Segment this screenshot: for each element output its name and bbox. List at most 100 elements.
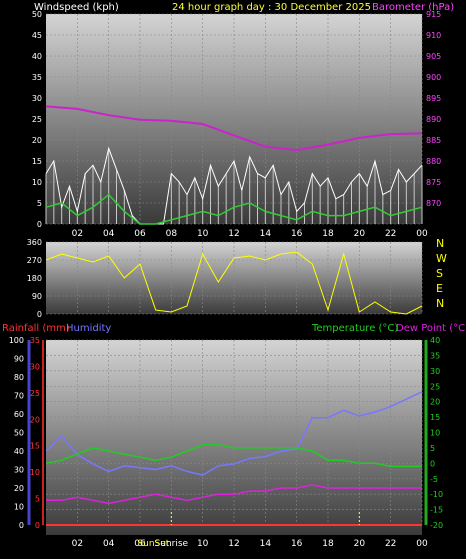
- temperature-line: [45, 444, 422, 468]
- temp-y-tick: -20: [430, 521, 443, 530]
- humidity-y-tick: 50: [14, 429, 24, 438]
- baro-y-tick: 880: [426, 157, 441, 166]
- sunset-label: SunSet: [137, 539, 169, 549]
- wind-y-tick: 15: [32, 157, 42, 166]
- temp-x-tick: 12: [228, 539, 239, 549]
- barometer-axis-title: Barometer (hPa): [372, 2, 454, 13]
- wind-x-tick: 08: [166, 229, 178, 239]
- direction-y-tick: 0: [37, 310, 42, 319]
- windspeed-line: [45, 146, 423, 225]
- humidity-y-tick: 30: [14, 466, 24, 475]
- temp-y-tick: 25: [430, 382, 440, 391]
- direction-y-tick: 270: [27, 256, 42, 265]
- baro-y-tick: 915: [426, 10, 441, 19]
- wind-y-tick: 10: [32, 178, 42, 187]
- baro-y-tick: 870: [426, 199, 441, 208]
- humidity-y-tick: 60: [14, 410, 24, 419]
- wind-x-tick: 04: [103, 229, 115, 239]
- humidity-y-tick: 80: [14, 373, 24, 382]
- humidity-y-tick: 40: [14, 447, 24, 456]
- wind-y-tick: 20: [32, 136, 42, 145]
- compass-letter: W: [436, 252, 447, 265]
- rain-y-tick: 20: [30, 415, 40, 424]
- humidity-y-tick: 90: [14, 355, 24, 364]
- barometer-line: [45, 105, 423, 152]
- axes-layer: 0510152025303540455087087588088589089590…: [9, 10, 443, 549]
- humidity-y-tick: 100: [9, 336, 24, 345]
- temp-y-tick: -15: [430, 506, 443, 515]
- humidity-axis-title: Humidity: [66, 323, 111, 334]
- baro-y-tick: 890: [426, 115, 441, 124]
- temp-x-tick: 00: [416, 539, 428, 549]
- wind-y-tick: 45: [32, 31, 42, 40]
- baro-y-tick: 895: [426, 94, 441, 103]
- baro-y-tick: 875: [426, 178, 441, 187]
- temp-y-tick: 10: [430, 429, 440, 438]
- humidity-y-tick: 10: [14, 503, 24, 512]
- temp-x-tick: 04: [103, 539, 115, 549]
- temp-y-tick: 5: [430, 444, 435, 453]
- rain-y-tick: 30: [30, 362, 40, 371]
- temperature-axis-title: Temperature (°C): [311, 323, 398, 334]
- compass-letter: N: [436, 237, 444, 250]
- wind-x-tick: 22: [385, 229, 396, 239]
- direction-y-tick: 180: [27, 274, 42, 283]
- baro-y-tick: 910: [426, 31, 441, 40]
- baro-y-tick: 885: [426, 136, 441, 145]
- temp-y-tick: 0: [430, 459, 435, 468]
- wind-y-tick: 40: [32, 52, 42, 61]
- graph-title: 24 hour graph day : 30 December 2025: [172, 2, 371, 13]
- wind-x-tick: 16: [291, 229, 303, 239]
- direction-y-tick: 90: [32, 292, 42, 301]
- temp-x-tick: 20: [354, 539, 366, 549]
- wind-y-tick: 0: [37, 220, 42, 229]
- humidity-y-tick: 20: [14, 484, 24, 493]
- wind-y-tick: 30: [32, 94, 42, 103]
- temp-y-tick: 35: [430, 351, 440, 360]
- temp-x-tick: 18: [322, 539, 334, 549]
- temp-x-tick: 14: [260, 539, 272, 549]
- temp-y-tick: -5: [430, 475, 438, 484]
- baro-y-tick: 905: [426, 52, 441, 61]
- temp-y-tick: -10: [430, 490, 443, 499]
- dewpoint-line: [46, 484, 422, 505]
- dewpoint-axis-title: Dew Point (°C): [396, 323, 466, 334]
- wind-x-tick: 10: [197, 229, 209, 239]
- wind-direction-line: [45, 251, 423, 315]
- wind-x-tick: 20: [354, 229, 366, 239]
- wind-x-tick: 02: [72, 229, 83, 239]
- wind-x-tick: 12: [228, 229, 239, 239]
- humidity-y-tick: 0: [19, 521, 24, 530]
- rain-y-tick: 10: [30, 468, 40, 477]
- average-wind-line: [45, 193, 423, 225]
- rain-y-tick: 0: [35, 521, 40, 530]
- humidity-line: [45, 391, 423, 476]
- baro-y-tick: 900: [426, 73, 441, 82]
- temp-x-tick: 02: [72, 539, 83, 549]
- rain-y-tick: 15: [30, 442, 40, 451]
- temp-x-tick: 06: [134, 539, 146, 549]
- temp-y-tick: 20: [430, 398, 440, 407]
- temp-x-tick: Sunrise: [155, 539, 189, 549]
- wind-x-tick: 00: [416, 229, 428, 239]
- temp-x-tick: 10: [197, 539, 209, 549]
- wind-y-tick: 25: [32, 115, 42, 124]
- temp-y-tick: 30: [430, 367, 440, 376]
- temp-y-tick: 40: [430, 336, 440, 345]
- compass-letter: S: [436, 267, 443, 280]
- wind-y-tick: 35: [32, 73, 42, 82]
- wind-y-tick: 5: [37, 199, 42, 208]
- temp-x-tick: 16: [291, 539, 303, 549]
- wind-x-tick: 06: [134, 229, 146, 239]
- temp-x-tick: 22: [385, 539, 396, 549]
- rain-y-tick: 5: [35, 495, 40, 504]
- rain-y-tick: 25: [30, 389, 40, 398]
- wind-y-tick: 50: [32, 10, 42, 19]
- windspeed-axis-title: Windspeed (kph): [34, 2, 119, 13]
- humidity-y-tick: 70: [14, 392, 24, 401]
- compass-letter: E: [436, 282, 443, 295]
- direction-y-tick: 360: [27, 238, 42, 247]
